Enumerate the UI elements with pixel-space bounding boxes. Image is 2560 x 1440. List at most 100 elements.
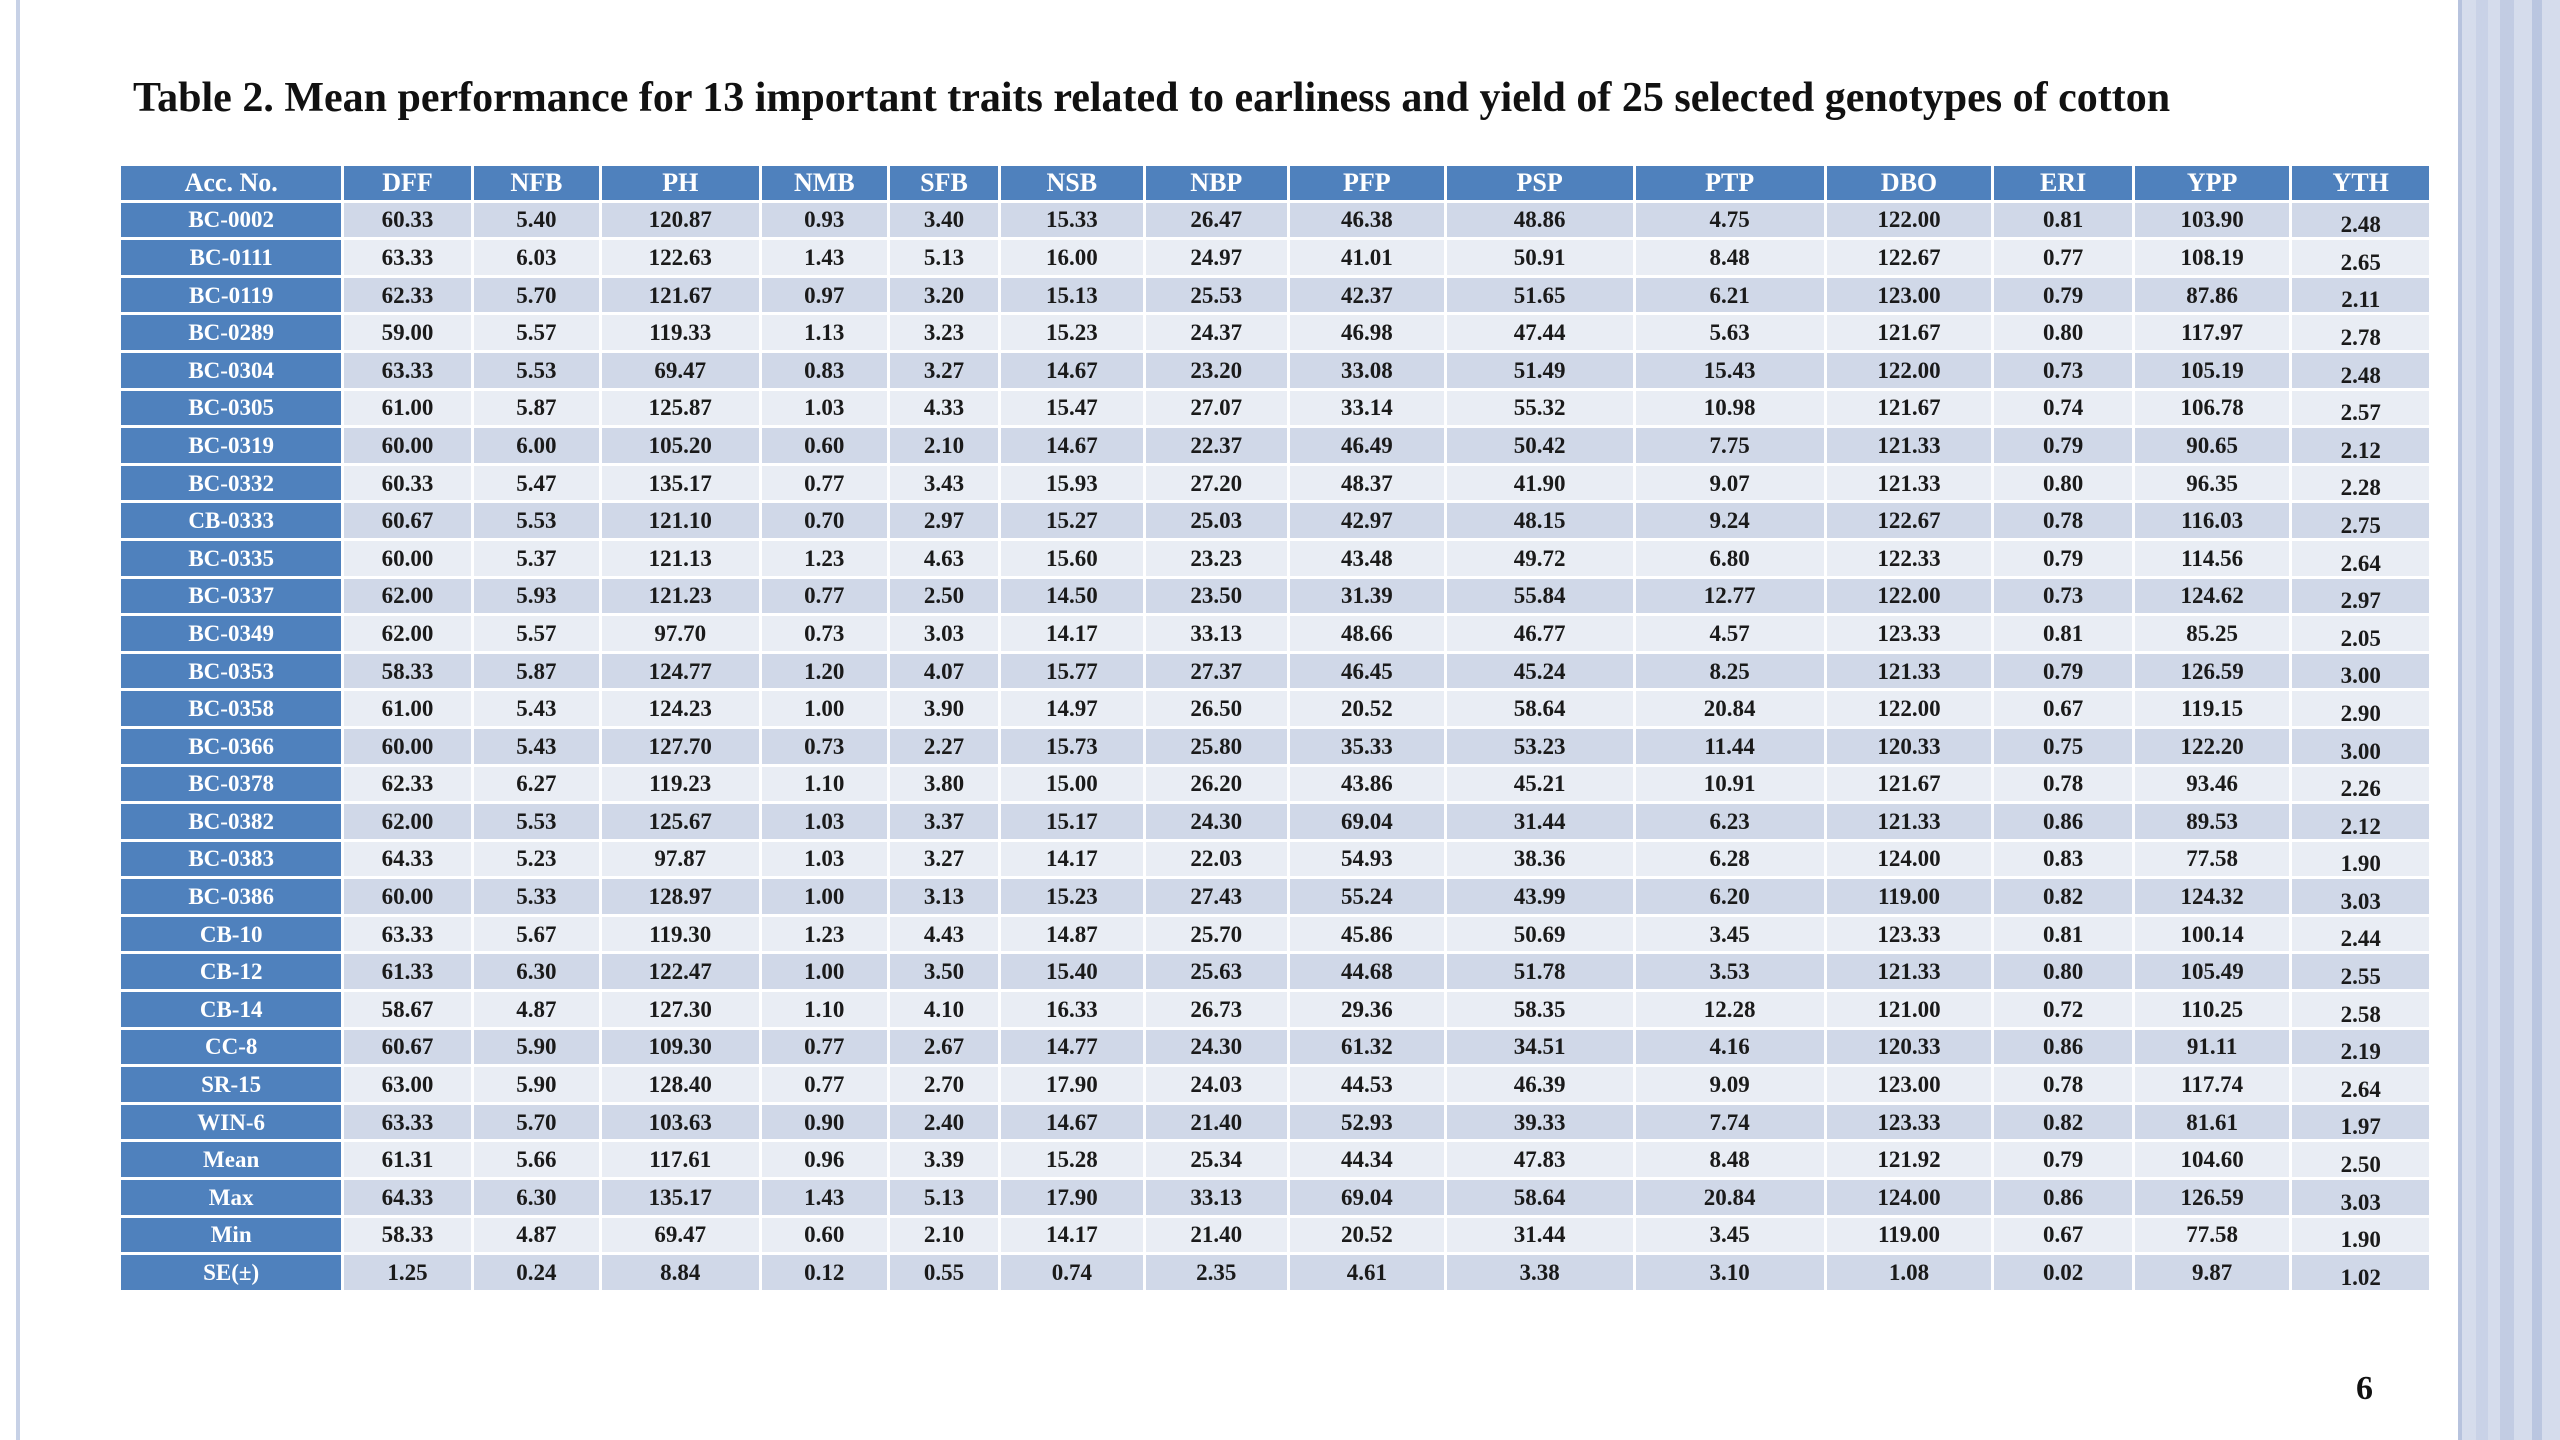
- table-cell: 69.47: [601, 1217, 759, 1253]
- table-cell: 2.97: [889, 503, 999, 538]
- table-cell: 46.39: [1446, 1067, 1633, 1102]
- table-cell: 0.86: [1994, 1180, 2132, 1215]
- table-cell: 123.33: [1826, 616, 1992, 651]
- table-cell: 5.93: [473, 578, 599, 614]
- table-row: BC-0119 62.33 5.70 121.67 0.97 3.20 15.13 25.53…: [121, 277, 2429, 313]
- row-label-cell: BC-0335: [121, 540, 342, 576]
- slide-title: Table 2. Mean performance for 13 importa…: [133, 75, 2171, 121]
- table-cell: 16.33: [1001, 992, 1143, 1027]
- table-cell: 21.40: [1145, 1104, 1288, 1140]
- table-cell: 2.26: [2292, 766, 2429, 802]
- table-cell: 60.33: [344, 202, 471, 238]
- table-cell: 6.03: [473, 240, 599, 275]
- table-cell: 14.50: [1001, 578, 1143, 614]
- table-cell: 9.09: [1635, 1067, 1824, 1102]
- table-cell: 15.93: [1001, 465, 1143, 501]
- column-header: DFF: [344, 166, 471, 200]
- table-cell: 2.10: [889, 428, 999, 463]
- table-row: BC-0383 64.33 5.23 97.87 1.03 3.27 14.17 22.03 5…: [121, 841, 2429, 877]
- table-cell: 121.33: [1826, 653, 1992, 689]
- table-row: BC-0386 60.00 5.33 128.97 1.00 3.13 15.23 27.43…: [121, 879, 2429, 914]
- table-cell: 135.17: [601, 1180, 759, 1215]
- row-label-cell: BC-0304: [121, 352, 342, 388]
- decoration-stripe: [2458, 0, 2462, 1440]
- table-cell: 5.87: [473, 653, 599, 689]
- table-cell: 0.70: [761, 503, 887, 538]
- table-cell: 3.23: [889, 315, 999, 350]
- decoration-stripe: [2532, 0, 2542, 1440]
- table-cell: 2.50: [2292, 1142, 2429, 1178]
- table-cell: 0.74: [1001, 1255, 1143, 1290]
- table-cell: 2.12: [2292, 804, 2429, 839]
- table-cell: 20.52: [1290, 691, 1444, 726]
- table-cell: 3.03: [2292, 1180, 2429, 1215]
- table-cell: 124.23: [601, 691, 759, 726]
- table-row: Max 64.33 6.30 135.17 1.43 5.13 17.90 33.13 69.0…: [121, 1180, 2429, 1215]
- table-cell: 33.13: [1145, 616, 1288, 651]
- table-cell: 26.47: [1145, 202, 1288, 238]
- table-cell: 5.67: [473, 916, 599, 952]
- table-cell: 128.40: [601, 1067, 759, 1102]
- table-row: BC-0378 62.33 6.27 119.23 1.10 3.80 15.00 26.20…: [121, 766, 2429, 802]
- table-cell: 53.23: [1446, 728, 1633, 764]
- table-cell: 26.20: [1145, 766, 1288, 802]
- table-cell: 105.20: [601, 428, 759, 463]
- row-label-cell: BC-0386: [121, 879, 342, 914]
- table-cell: 45.86: [1290, 916, 1444, 952]
- table-cell: 5.43: [473, 691, 599, 726]
- column-header: PSP: [1446, 166, 1633, 200]
- table-row: BC-0337 62.00 5.93 121.23 0.77 2.50 14.50 23.50…: [121, 578, 2429, 614]
- table-cell: 5.13: [889, 240, 999, 275]
- table-cell: 63.33: [344, 916, 471, 952]
- table-cell: 121.33: [1826, 954, 1992, 990]
- table-cell: 29.36: [1290, 992, 1444, 1027]
- table-row: SE(±) 1.25 0.24 8.84 0.12 0.55 0.74 2.35 4.61 3.3…: [121, 1255, 2429, 1290]
- table-cell: 15.43: [1635, 352, 1824, 388]
- table-cell: 61.00: [344, 691, 471, 726]
- table-cell: 119.30: [601, 916, 759, 952]
- table-cell: 1.23: [761, 916, 887, 952]
- table-cell: 31.44: [1446, 804, 1633, 839]
- table-cell: 5.13: [889, 1180, 999, 1215]
- table-cell: 121.33: [1826, 804, 1992, 839]
- table-cell: 121.33: [1826, 465, 1992, 501]
- table-cell: 1.25: [344, 1255, 471, 1290]
- table-cell: 122.63: [601, 240, 759, 275]
- table-cell: 22.37: [1145, 428, 1288, 463]
- table-row: BC-0349 62.00 5.57 97.70 0.73 3.03 14.17 33.13 4…: [121, 616, 2429, 651]
- table-cell: 121.92: [1826, 1142, 1992, 1178]
- table-cell: 27.37: [1145, 653, 1288, 689]
- table-cell: 125.67: [601, 804, 759, 839]
- table-cell: 5.63: [1635, 315, 1824, 350]
- table-cell: 4.57: [1635, 616, 1824, 651]
- table-body: BC-0002 60.33 5.40 120.87 0.93 3.40 15.33 26.47…: [121, 202, 2429, 1290]
- table-cell: 135.17: [601, 465, 759, 501]
- table-cell: 2.57: [2292, 390, 2429, 426]
- row-label-cell: BC-0111: [121, 240, 342, 275]
- decoration-stripe: [2500, 0, 2514, 1440]
- table-row: BC-0002 60.33 5.40 120.87 0.93 3.40 15.33 26.47…: [121, 202, 2429, 238]
- table-cell: 46.77: [1446, 616, 1633, 651]
- table-cell: 27.07: [1145, 390, 1288, 426]
- table-cell: 110.25: [2134, 992, 2290, 1027]
- table-cell: 0.81: [1994, 616, 2132, 651]
- table-cell: 6.30: [473, 954, 599, 990]
- table-cell: 0.96: [761, 1142, 887, 1178]
- table-cell: 50.69: [1446, 916, 1633, 952]
- table-cell: 2.90: [2292, 691, 2429, 726]
- table-cell: 100.14: [2134, 916, 2290, 952]
- table-cell: 1.43: [761, 240, 887, 275]
- table-cell: 46.98: [1290, 315, 1444, 350]
- table-cell: 2.97: [2292, 578, 2429, 614]
- table-cell: 50.42: [1446, 428, 1633, 463]
- table-row: CB-10 63.33 5.67 119.30 1.23 4.43 14.87 25.70 45…: [121, 916, 2429, 952]
- table-cell: 8.84: [601, 1255, 759, 1290]
- row-label-cell: BC-0383: [121, 841, 342, 877]
- column-header: YPP: [2134, 166, 2290, 200]
- table-cell: 5.53: [473, 352, 599, 388]
- table-cell: 119.15: [2134, 691, 2290, 726]
- table-cell: 3.40: [889, 202, 999, 238]
- table-cell: 51.65: [1446, 277, 1633, 313]
- table-cell: 14.97: [1001, 691, 1143, 726]
- table-cell: 43.48: [1290, 540, 1444, 576]
